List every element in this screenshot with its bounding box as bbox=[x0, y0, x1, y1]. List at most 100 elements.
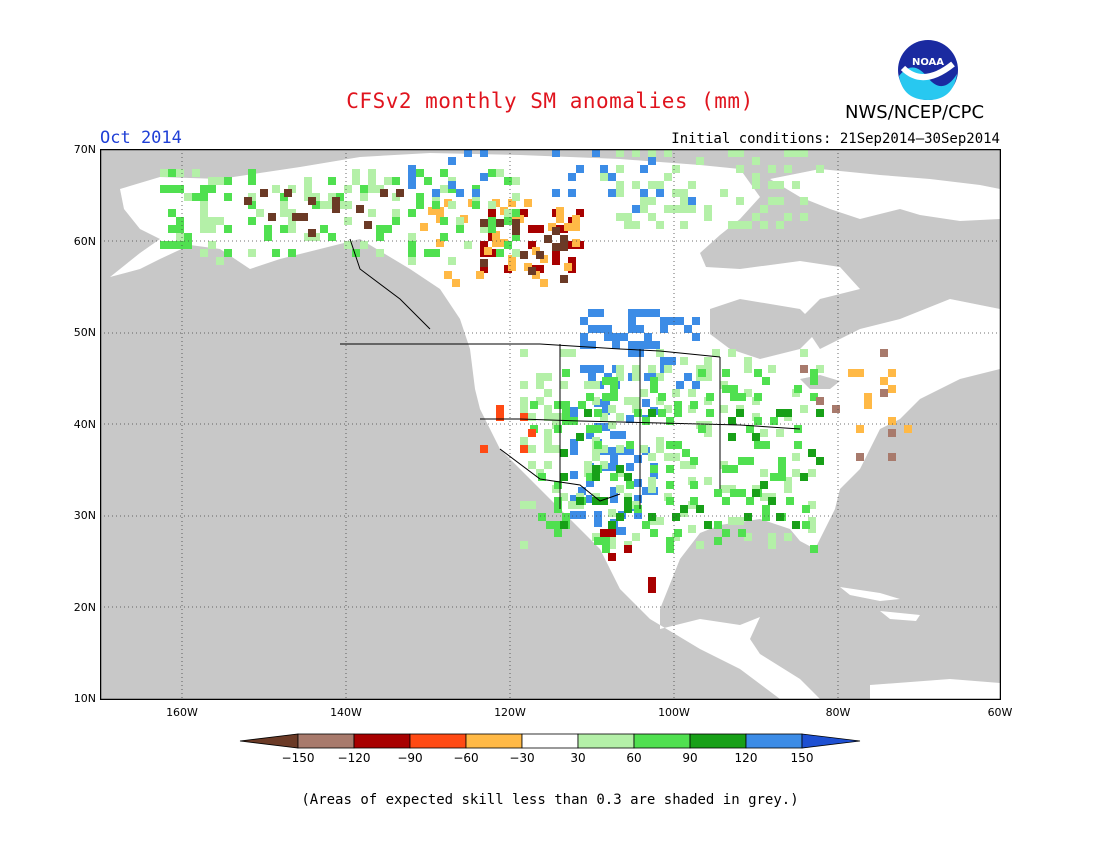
anomaly-cell bbox=[648, 453, 656, 461]
anomaly-cell bbox=[610, 385, 618, 393]
anomaly-cell bbox=[408, 241, 416, 249]
anomaly-cell bbox=[616, 413, 624, 421]
anomaly-cell bbox=[588, 309, 596, 317]
anomaly-cell bbox=[224, 193, 232, 201]
anomaly-cell bbox=[192, 169, 200, 177]
anomaly-cell bbox=[540, 279, 548, 287]
anomaly-cell bbox=[650, 471, 658, 479]
anomaly-cell bbox=[752, 213, 760, 221]
anomaly-cell bbox=[744, 357, 752, 365]
anomaly-cell bbox=[770, 417, 778, 425]
anomaly-cell bbox=[676, 381, 684, 389]
anomaly-cell bbox=[552, 257, 560, 265]
anomaly-cell bbox=[292, 213, 300, 221]
anomaly-cell bbox=[792, 149, 800, 157]
anomaly-cell bbox=[704, 429, 712, 437]
anomaly-cell bbox=[800, 473, 808, 481]
anomaly-cell bbox=[760, 469, 768, 477]
anomaly-cell bbox=[280, 225, 288, 233]
anomaly-cell bbox=[168, 225, 176, 233]
anomaly-cell bbox=[784, 213, 792, 221]
anomaly-cell bbox=[248, 177, 256, 185]
lon-label-120w: 120W bbox=[494, 706, 526, 719]
anomaly-cell bbox=[594, 537, 602, 545]
anomaly-cell bbox=[452, 279, 460, 287]
anomaly-cell bbox=[690, 497, 698, 505]
anomaly-cell bbox=[554, 401, 562, 409]
anomaly-cell bbox=[816, 165, 824, 173]
anomaly-cell bbox=[656, 181, 664, 189]
anomaly-cell bbox=[392, 209, 400, 217]
anomaly-cell bbox=[280, 209, 288, 217]
anomaly-cell bbox=[408, 181, 416, 189]
anomaly-cell bbox=[704, 357, 712, 365]
anomaly-cell bbox=[602, 407, 610, 415]
anomaly-cell bbox=[616, 465, 624, 473]
anomaly-cell bbox=[768, 541, 776, 549]
anomaly-cell bbox=[644, 309, 652, 317]
anomaly-cell bbox=[656, 437, 664, 445]
anomaly-cell bbox=[602, 393, 610, 401]
anomaly-cell bbox=[528, 241, 536, 249]
anomaly-cell bbox=[424, 177, 432, 185]
anomaly-cell bbox=[778, 465, 786, 473]
anomaly-cell bbox=[616, 485, 624, 493]
anomaly-cell bbox=[440, 185, 448, 193]
anomaly-cell bbox=[738, 529, 746, 537]
anomaly-cell bbox=[626, 481, 634, 489]
anomaly-map bbox=[100, 149, 1001, 700]
anomaly-cell bbox=[488, 209, 496, 217]
anomaly-cell bbox=[864, 401, 872, 409]
anomaly-cell bbox=[602, 399, 610, 407]
colorbar-label: −90 bbox=[397, 751, 423, 765]
anomaly-cell bbox=[856, 453, 864, 461]
anomaly-cell bbox=[752, 489, 760, 497]
anomaly-cell bbox=[408, 173, 416, 181]
anomaly-cell bbox=[672, 513, 680, 521]
anomaly-cell bbox=[504, 177, 512, 185]
colorbar-label: 150 bbox=[790, 751, 814, 765]
anomaly-cell bbox=[632, 365, 640, 373]
anomaly-cell bbox=[520, 445, 528, 453]
anomaly-cell bbox=[800, 405, 808, 413]
anomaly-cell bbox=[304, 177, 312, 185]
anomaly-cell bbox=[808, 449, 816, 457]
map-frame bbox=[100, 149, 1001, 700]
anomaly-cell bbox=[714, 521, 722, 529]
colorbar-arrow-low bbox=[239, 733, 299, 749]
anomaly-cell bbox=[520, 405, 528, 413]
anomaly-cell bbox=[440, 217, 448, 225]
lon-label-80w: 80W bbox=[825, 706, 851, 719]
anomaly-cell bbox=[368, 209, 376, 217]
anomaly-cell bbox=[880, 377, 888, 385]
anomaly-cell bbox=[768, 533, 776, 541]
anomaly-cell bbox=[904, 425, 912, 433]
anomaly-cell bbox=[216, 217, 224, 225]
anomaly-cell bbox=[260, 189, 268, 197]
anomaly-cell bbox=[376, 249, 384, 257]
anomaly-cell bbox=[602, 537, 610, 545]
anomaly-cell bbox=[560, 473, 568, 481]
anomaly-cell bbox=[508, 263, 516, 271]
anomaly-cell bbox=[744, 513, 752, 521]
anomaly-cell bbox=[544, 413, 552, 421]
anomaly-cell bbox=[184, 241, 192, 249]
anomaly-cell bbox=[244, 197, 252, 205]
anomaly-cell bbox=[632, 181, 640, 189]
anomaly-cell bbox=[176, 185, 184, 193]
anomaly-cell bbox=[652, 341, 660, 349]
anomaly-cell bbox=[272, 249, 280, 257]
anomaly-cell bbox=[634, 409, 642, 417]
anomaly-cell bbox=[168, 209, 176, 217]
anomaly-cell bbox=[600, 461, 608, 469]
anomaly-cell bbox=[644, 333, 652, 341]
anomaly-cell bbox=[642, 399, 650, 407]
anomaly-cell bbox=[424, 249, 432, 257]
anomaly-cell bbox=[200, 193, 208, 201]
anomaly-cell bbox=[664, 405, 672, 413]
anomaly-cell bbox=[656, 517, 664, 525]
anomaly-cell bbox=[762, 441, 770, 449]
anomaly-cell bbox=[632, 533, 640, 541]
anomaly-cell bbox=[552, 149, 560, 157]
anomaly-cell bbox=[248, 249, 256, 257]
